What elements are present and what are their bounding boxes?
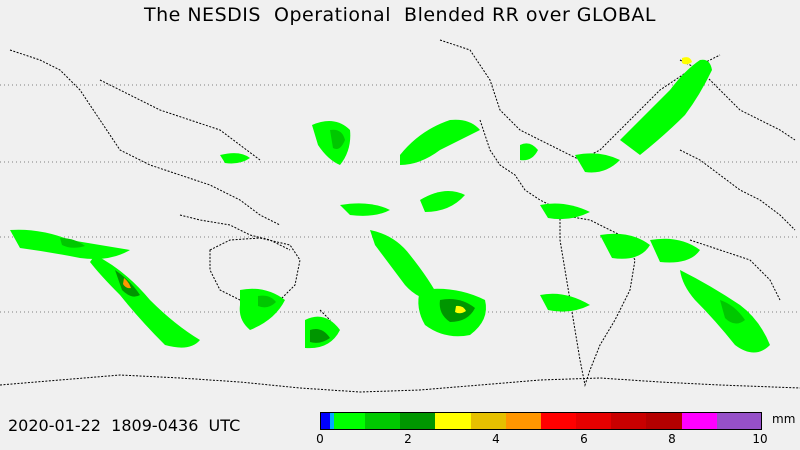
rain-areas bbox=[10, 57, 770, 353]
rain-area bbox=[650, 238, 700, 263]
rain-area bbox=[620, 59, 712, 155]
rain-area bbox=[575, 153, 620, 173]
rain-area bbox=[540, 203, 590, 220]
colorbar-segment bbox=[646, 413, 682, 429]
rain-area bbox=[682, 57, 692, 65]
rain-area bbox=[455, 305, 466, 314]
colorbar-segment bbox=[435, 413, 471, 429]
rain-area bbox=[60, 238, 85, 248]
colorbar-tick-label: 10 bbox=[752, 432, 768, 446]
colorbar-segment bbox=[400, 413, 436, 429]
rain-area bbox=[239, 288, 285, 330]
rain-area bbox=[258, 295, 276, 308]
colorbar-segment bbox=[334, 413, 365, 429]
rain-area bbox=[123, 278, 131, 289]
rain-area bbox=[330, 129, 345, 149]
colorbar-segment bbox=[329, 413, 335, 429]
colorbar-tick-label: 8 bbox=[668, 432, 676, 446]
rain-area bbox=[720, 300, 745, 324]
map-title: The NESDIS Operational Blended RR over G… bbox=[143, 4, 657, 26]
rain-area bbox=[90, 255, 200, 348]
precipitation-map bbox=[0, 39, 800, 393]
rain-area bbox=[600, 233, 650, 259]
rain-area bbox=[340, 203, 390, 216]
rain-area bbox=[310, 329, 330, 343]
rain-area bbox=[400, 119, 480, 165]
colorbar-segment bbox=[611, 413, 647, 429]
colorbar-segment bbox=[470, 413, 506, 429]
timestamp: 2020-01-22 1809-0436 UTC bbox=[8, 416, 241, 435]
colorbar-segment bbox=[576, 413, 612, 429]
rain-area bbox=[420, 191, 465, 212]
colorbar-tick-label: 0 bbox=[316, 432, 324, 446]
colorbar bbox=[320, 412, 762, 430]
rain-area bbox=[312, 121, 351, 165]
rain-area bbox=[540, 293, 590, 312]
colorbar-segment bbox=[540, 413, 577, 429]
colorbar-segment bbox=[321, 413, 330, 429]
colorbar-tick-label: 4 bbox=[492, 432, 500, 446]
rain-area bbox=[220, 153, 250, 164]
colorbar-tick-label: 2 bbox=[404, 432, 412, 446]
colorbar-units: mm bbox=[772, 412, 796, 426]
colorbar-segment bbox=[364, 413, 401, 429]
colorbar-segment bbox=[716, 413, 761, 429]
colorbar-segment bbox=[505, 413, 541, 429]
colorbar-segment bbox=[681, 413, 717, 429]
rain-area bbox=[370, 230, 440, 301]
rain-area bbox=[520, 143, 538, 161]
colorbar-tick-label: 6 bbox=[580, 432, 588, 446]
